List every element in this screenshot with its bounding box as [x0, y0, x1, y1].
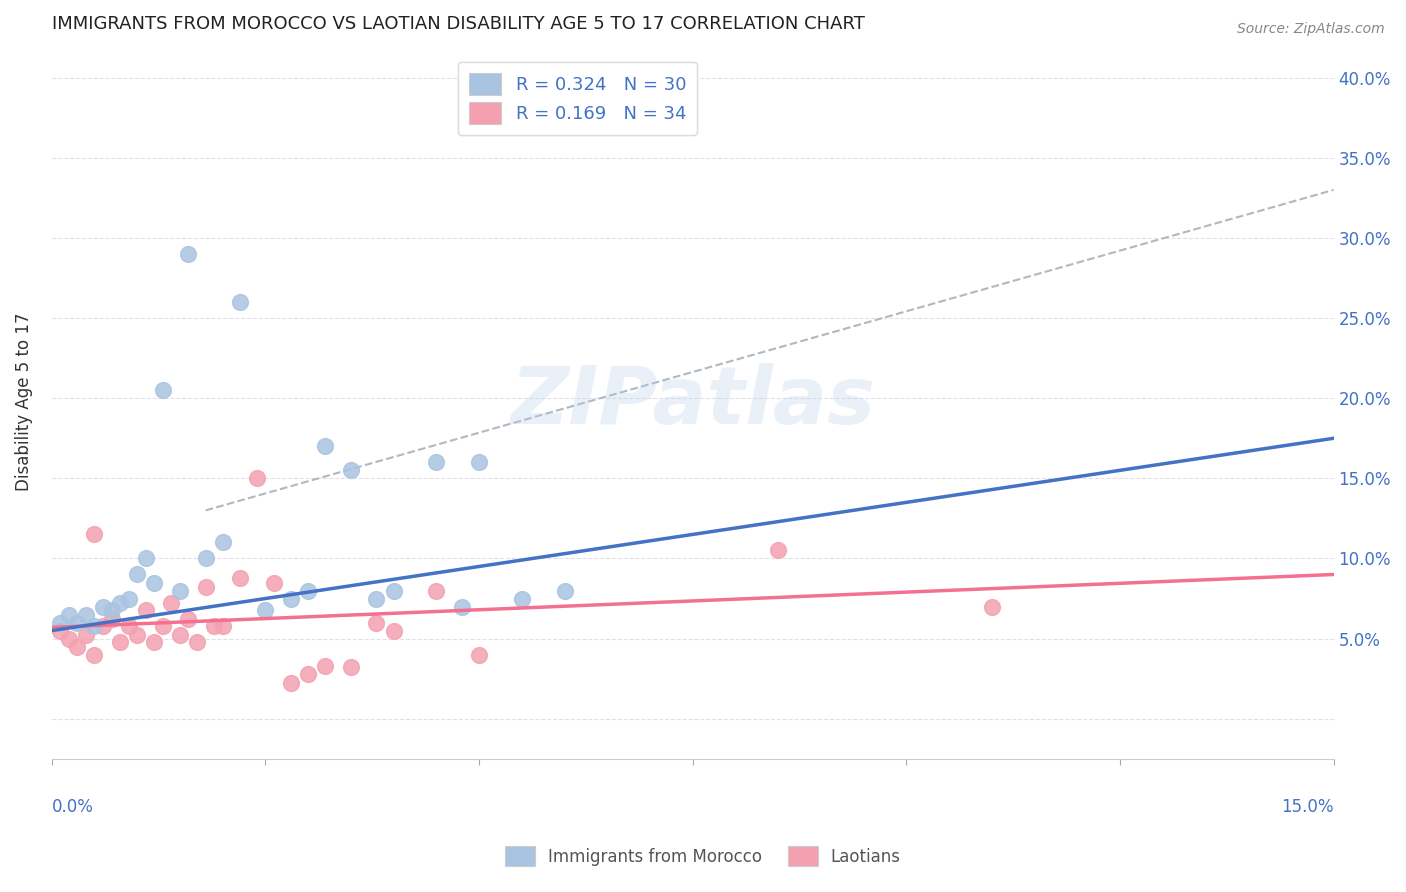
Point — [766, 543, 789, 558]
Text: ZIPatlas: ZIPatlas — [510, 363, 875, 442]
Point — [186, 635, 208, 649]
Point — [229, 295, 252, 310]
Point — [83, 527, 105, 541]
Point — [468, 455, 491, 469]
Point — [382, 583, 405, 598]
Point — [100, 612, 122, 626]
Point — [108, 635, 131, 649]
Point — [127, 628, 149, 642]
Point — [152, 383, 174, 397]
Point — [229, 571, 252, 585]
Point — [468, 648, 491, 662]
Point — [211, 535, 233, 549]
Point — [553, 583, 575, 598]
Point — [510, 591, 533, 606]
Point — [143, 575, 166, 590]
Point — [451, 599, 474, 614]
Point — [169, 628, 191, 642]
Point — [202, 619, 225, 633]
Legend: R = 0.324   N = 30, R = 0.169   N = 34: R = 0.324 N = 30, R = 0.169 N = 34 — [458, 62, 697, 135]
Point — [66, 640, 89, 654]
Point — [177, 612, 200, 626]
Point — [340, 463, 363, 477]
Point — [143, 635, 166, 649]
Point — [100, 603, 122, 617]
Point — [177, 247, 200, 261]
Text: 15.0%: 15.0% — [1281, 798, 1334, 816]
Point — [366, 615, 388, 630]
Point — [254, 603, 277, 617]
Point — [75, 607, 97, 622]
Point — [382, 624, 405, 638]
Point — [263, 575, 285, 590]
Point — [280, 591, 302, 606]
Point — [127, 567, 149, 582]
Point — [49, 615, 72, 630]
Point — [91, 599, 114, 614]
Point — [314, 658, 336, 673]
Point — [83, 619, 105, 633]
Point — [366, 591, 388, 606]
Point — [58, 632, 80, 646]
Point — [58, 607, 80, 622]
Point — [425, 583, 447, 598]
Point — [246, 471, 269, 485]
Point — [75, 628, 97, 642]
Text: Source: ZipAtlas.com: Source: ZipAtlas.com — [1237, 22, 1385, 37]
Point — [49, 624, 72, 638]
Point — [160, 596, 183, 610]
Point — [169, 583, 191, 598]
Text: IMMIGRANTS FROM MOROCCO VS LAOTIAN DISABILITY AGE 5 TO 17 CORRELATION CHART: IMMIGRANTS FROM MOROCCO VS LAOTIAN DISAB… — [52, 15, 865, 33]
Point — [297, 583, 319, 598]
Point — [152, 619, 174, 633]
Point — [135, 551, 157, 566]
Point — [66, 615, 89, 630]
Point — [280, 676, 302, 690]
Text: 0.0%: 0.0% — [52, 798, 94, 816]
Point — [135, 603, 157, 617]
Point — [425, 455, 447, 469]
Point — [83, 648, 105, 662]
Point — [118, 619, 141, 633]
Point — [194, 551, 217, 566]
Point — [980, 599, 1002, 614]
Point — [91, 619, 114, 633]
Point — [108, 596, 131, 610]
Point — [118, 591, 141, 606]
Point — [211, 619, 233, 633]
Point — [340, 660, 363, 674]
Point — [194, 580, 217, 594]
Point — [314, 439, 336, 453]
Y-axis label: Disability Age 5 to 17: Disability Age 5 to 17 — [15, 313, 32, 491]
Point — [297, 666, 319, 681]
Legend: Immigrants from Morocco, Laotians: Immigrants from Morocco, Laotians — [499, 839, 907, 873]
